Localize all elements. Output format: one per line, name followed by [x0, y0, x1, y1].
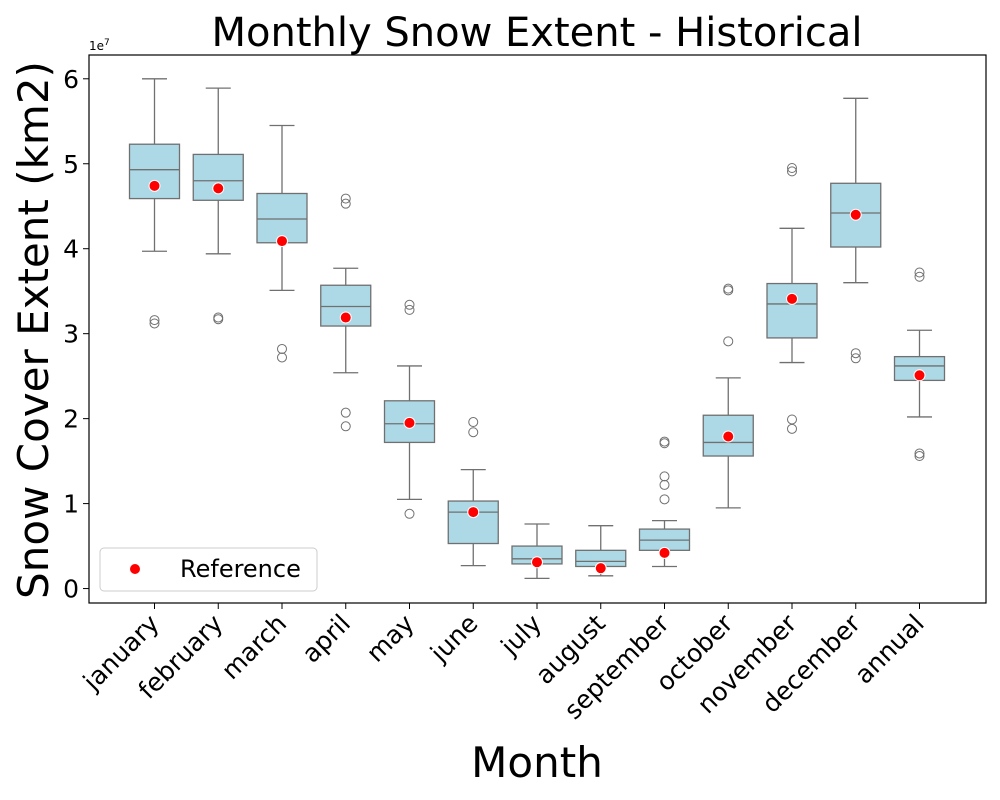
box-september: [638, 436, 691, 568]
box-february: [192, 87, 244, 325]
y-tick-label: 2: [63, 405, 79, 434]
x-tick-label-may: may: [361, 609, 420, 668]
box-october: [702, 283, 754, 509]
outlier-point: [659, 479, 670, 490]
multiplier-base: 1e: [89, 39, 104, 53]
outlier-point: [340, 198, 351, 209]
x-tick-label-april: april: [296, 609, 356, 669]
reference-point: [276, 235, 288, 248]
y-axis-label: Snow Cover Extent (km2): [9, 61, 58, 599]
outlier-point: [659, 438, 670, 449]
outlier-point: [914, 267, 925, 278]
y-tick-label: 4: [63, 235, 79, 264]
reference-point: [212, 182, 225, 195]
outlier-point: [659, 471, 670, 482]
outlier-point: [149, 315, 160, 326]
x-tick-label-july: july: [495, 609, 548, 662]
reference-point: [148, 179, 161, 192]
legend: Reference: [99, 547, 318, 592]
x-tick-label-june: june: [424, 609, 483, 668]
iqr-box: [256, 192, 308, 244]
outlier-point: [787, 162, 797, 173]
outlier-point: [723, 285, 734, 296]
plot-area: [88, 54, 987, 604]
outlier-point: [277, 343, 287, 354]
outlier-point: [277, 352, 287, 363]
reference-point: [594, 562, 607, 575]
legend-label-reference: Reference: [180, 555, 301, 583]
x-tick-label-annual: annual: [849, 609, 930, 690]
outlier-point: [914, 451, 925, 462]
y-tick-label: 1: [63, 490, 79, 519]
plot-frame: [88, 54, 987, 604]
box-november: [766, 162, 818, 434]
outlier-point: [340, 407, 351, 418]
y-tick-labels: 0 1 2 3 4 5 6: [63, 65, 89, 604]
outlier-point: [404, 508, 415, 519]
outlier-point: [404, 304, 415, 315]
legend-marker-reference: [129, 563, 141, 575]
y-tick-label: 0: [63, 575, 79, 604]
y-tick-label: 5: [63, 150, 79, 179]
reference-point: [467, 506, 480, 519]
x-tick-label-march: march: [216, 609, 292, 685]
outlier-point: [659, 494, 670, 505]
reference-point: [531, 556, 543, 569]
reference-point: [403, 416, 416, 429]
outlier-point: [787, 423, 797, 434]
outlier-point: [340, 421, 351, 432]
multiplier-exponent: 7: [104, 38, 110, 48]
outlier-point: [468, 427, 479, 438]
outlier-point: [914, 448, 925, 459]
box-august: [575, 525, 627, 577]
y-tick-label: 3: [63, 320, 79, 349]
y-tick-label: 6: [63, 65, 79, 94]
outlier-point: [213, 314, 224, 325]
outlier-point: [340, 193, 351, 204]
outlier-point: [149, 318, 160, 329]
reference-point: [339, 311, 352, 324]
reference-point: [786, 292, 798, 305]
box-may: [383, 299, 436, 519]
outlier-point: [914, 271, 925, 282]
outlier-point: [404, 299, 415, 310]
outlier-point: [468, 417, 479, 428]
box-march: [256, 124, 308, 363]
reference-point: [658, 546, 671, 559]
outlier-point: [850, 348, 861, 359]
box-annual: [893, 267, 946, 462]
chart-title: Monthly Snow Extent - Historical: [211, 10, 862, 56]
iqr-box: [766, 282, 818, 339]
box-january: [128, 78, 181, 329]
reference-point: [913, 369, 926, 382]
box-july: [511, 523, 563, 580]
outlier-point: [787, 166, 797, 177]
outlier-point: [850, 353, 861, 364]
box-april: [320, 193, 372, 432]
outlier-point: [787, 414, 797, 425]
x-axis-label: Month: [471, 738, 603, 787]
box-june: [447, 417, 499, 567]
reference-point: [849, 208, 862, 221]
legend-frame: [99, 547, 318, 592]
y-axis-multiplier: 1e7: [89, 38, 110, 53]
reference-point: [722, 430, 735, 443]
box-december: [830, 97, 882, 364]
outlier-point: [723, 336, 734, 347]
